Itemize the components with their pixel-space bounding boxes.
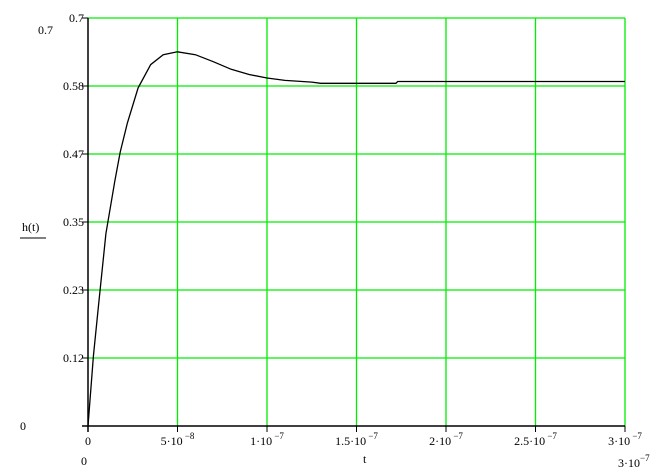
x-tick-label: 2·10 −7 — [429, 431, 463, 448]
y-tick-label: 0.35 — [63, 215, 84, 229]
x-tick-label: 1·10 −7 — [250, 431, 284, 448]
xlim-upper-label: 3·10−7 — [618, 453, 650, 470]
ylim-upper-label: 0.7 — [38, 23, 53, 37]
xlim-lower-label: 0 — [81, 454, 87, 468]
y-tick-label: 0.7 — [69, 11, 84, 25]
grid — [88, 17, 626, 426]
x-tick-label: 2.5·10 −7 — [514, 431, 557, 448]
y-tick-label: 0.12 — [63, 351, 84, 365]
y-tick-label: 0.23 — [63, 283, 84, 297]
x-axis-label: t — [363, 452, 367, 466]
y-tick-label: 0.58 — [63, 79, 84, 93]
ticks: 0 5·10 −8 1·10 −7 1.5·10 −7 2·10 −7 2.5·10 −7… — [63, 11, 642, 448]
series-line — [87, 51, 625, 427]
x-tick-label: 5·10 −8 — [161, 431, 195, 448]
x-tick-label: 1.5·10 −7 — [335, 431, 378, 448]
y-axis-label: h(t) — [22, 220, 39, 234]
axes — [82, 18, 625, 432]
y-tick-label: 0.47 — [63, 147, 84, 161]
ylim-lower-label: 0 — [20, 419, 26, 433]
x-tick-label: 0 — [85, 434, 91, 448]
x-tick-label: 3·10 −7 — [608, 431, 642, 448]
